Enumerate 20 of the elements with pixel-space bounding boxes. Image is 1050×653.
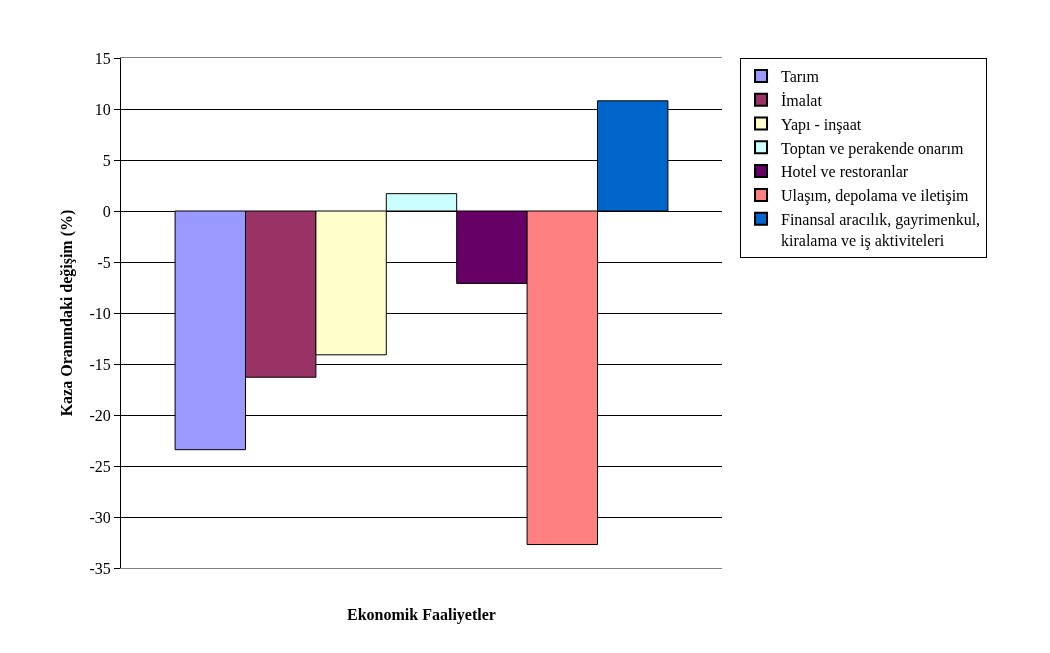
y-axis-title: Kaza Oranındaki değişim (%): [58, 209, 77, 417]
legend-label: Finansal aracılık, gayrimenkul, kiralama ve iş aktiviteleri: [781, 210, 981, 250]
y-tick-label: -15: [89, 355, 111, 373]
y-tick-label: -5: [97, 253, 111, 271]
legend-label: İmalat: [781, 91, 823, 109]
x-axis-title: Ekonomik Faaliyetler: [347, 605, 496, 624]
y-tick-label: -25: [89, 457, 111, 475]
y-tick-label: -20: [89, 406, 111, 424]
y-tick-label: -10: [89, 304, 111, 322]
legend-label: Toptan ve perakende onarım: [781, 139, 964, 158]
y-tick-label: 15: [94, 49, 111, 67]
y-tick-label: -35: [89, 559, 111, 577]
legend-label: Yapı - inşaat: [781, 115, 862, 134]
legend-label: Hotel ve restoranlar: [781, 163, 909, 181]
y-tick-label: 10: [94, 100, 111, 118]
y-tick-label: -30: [89, 508, 111, 526]
y-tick-label: 5: [102, 151, 111, 169]
legend-label: Tarım: [781, 68, 820, 86]
legend-label: Ulaşım, depolama ve iletişim: [781, 187, 970, 206]
y-tick-label: 0: [102, 202, 111, 220]
